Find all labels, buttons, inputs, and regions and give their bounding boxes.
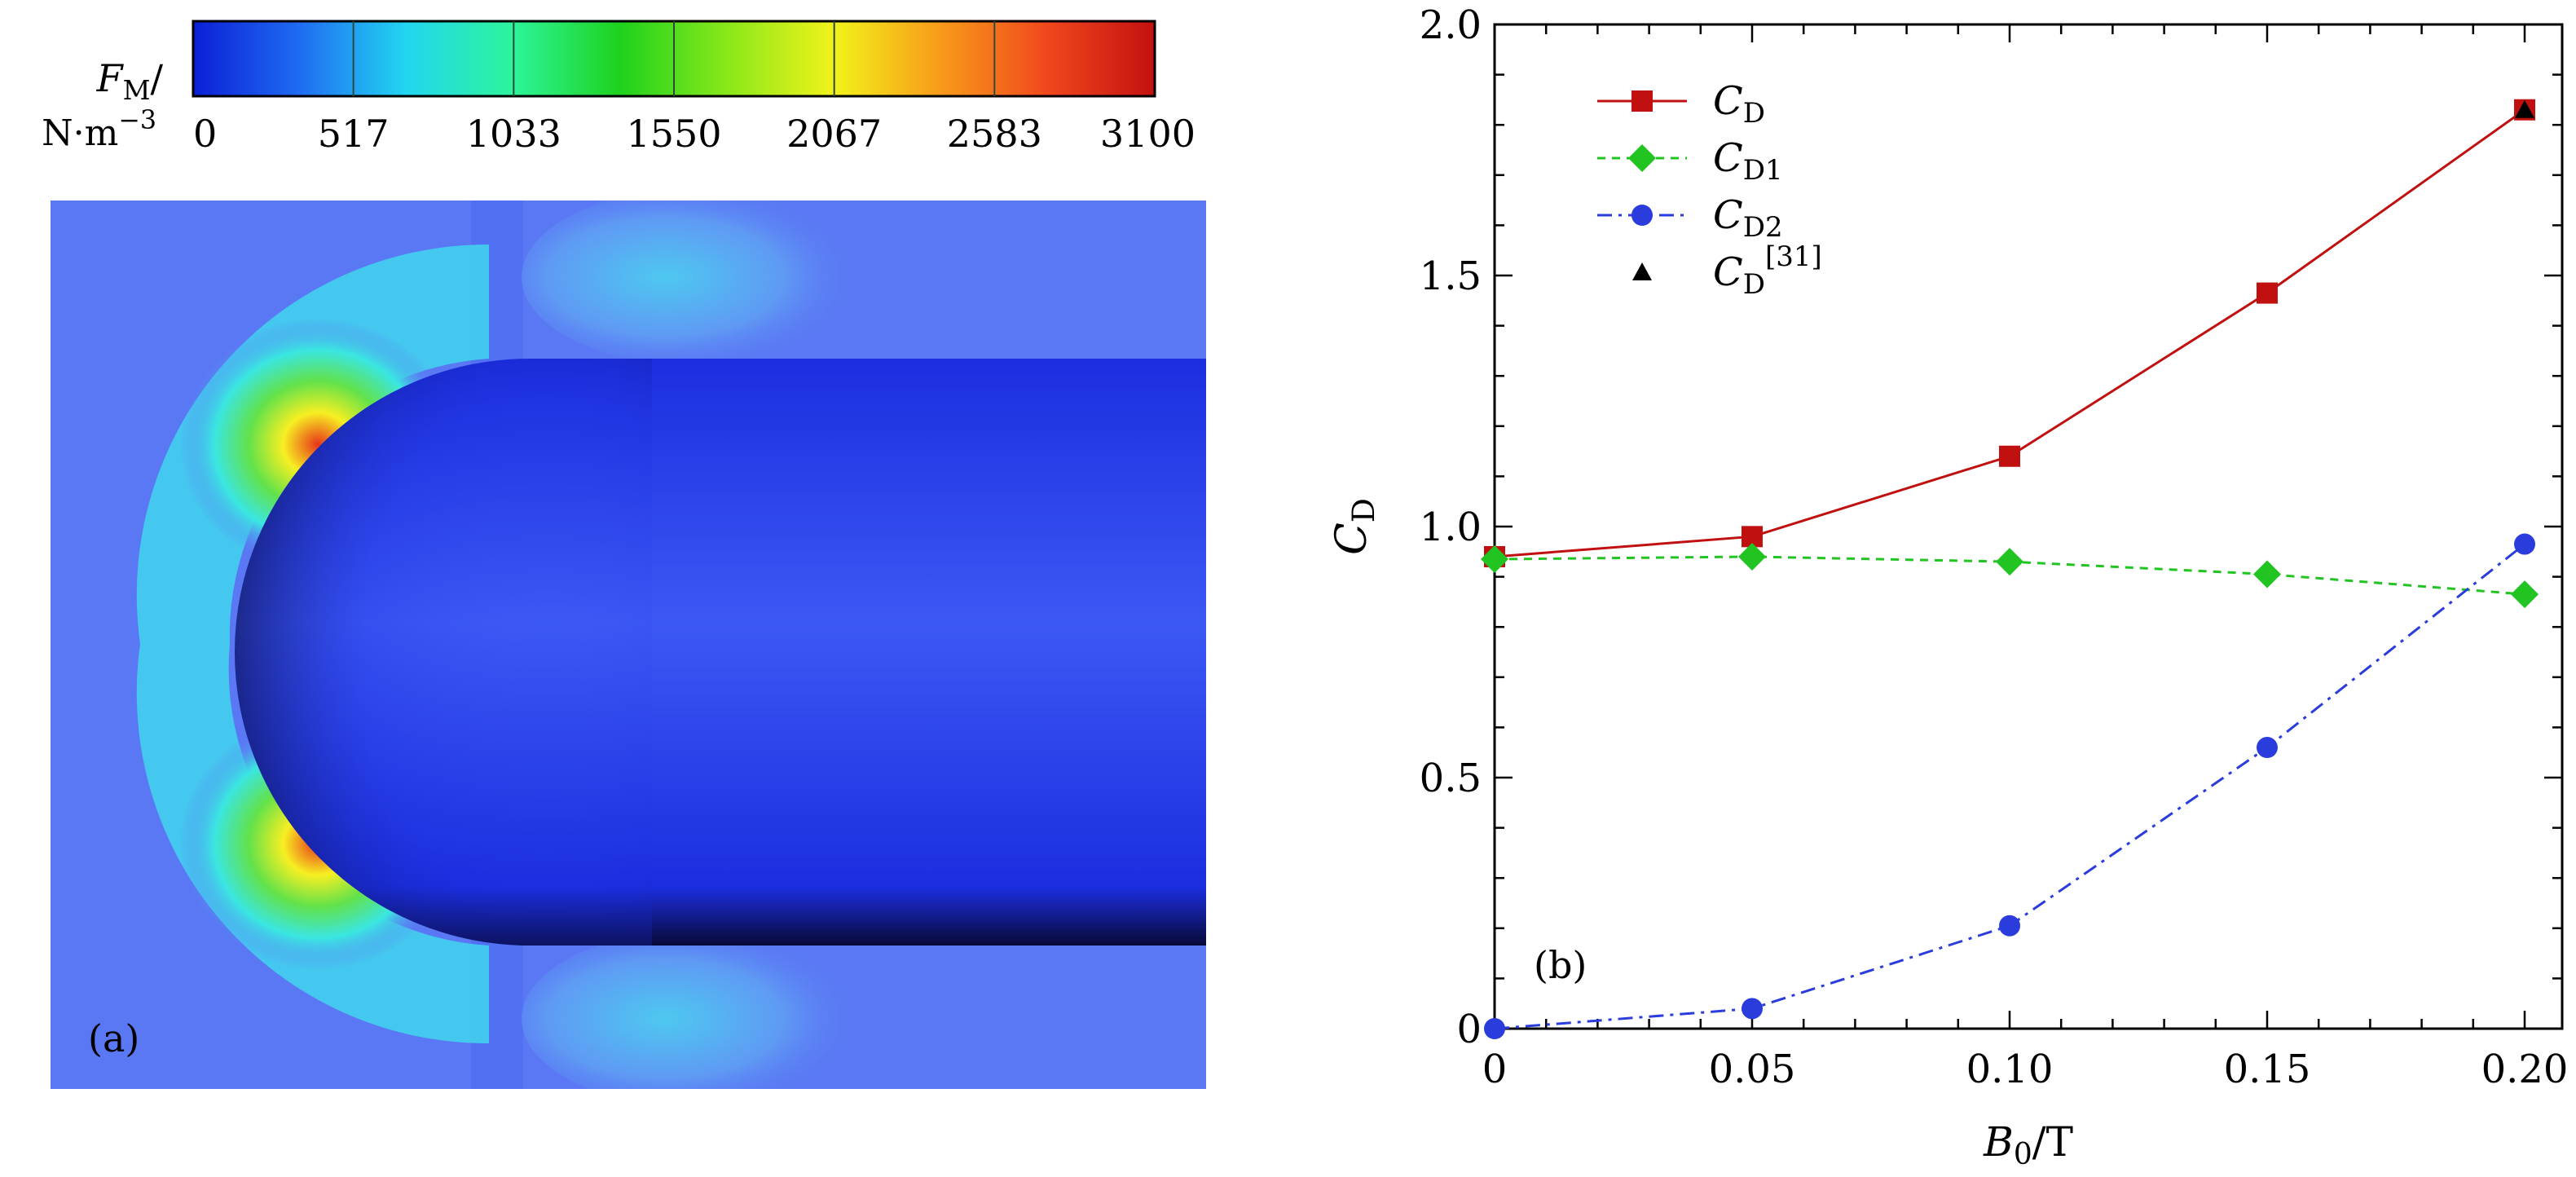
panel-b-label: (b) (1534, 943, 1587, 987)
x-tick-label: 0.15 (2224, 1047, 2311, 1092)
colorbar-tick-label: 2583 (947, 112, 1042, 156)
colorbar: 0 517 1033 1550 2067 2583 3100 FM/ N·m−3 (42, 20, 1196, 156)
x-axis-label: B0/T (1983, 1118, 2073, 1171)
legend-item: CD1 (1597, 135, 1783, 187)
colorbar-tick-label: 517 (318, 112, 390, 156)
data-point-diamond (2511, 580, 2539, 609)
legend-item: CD2 (1597, 192, 1783, 244)
colorbar-unit: N·m−3 (42, 106, 156, 154)
panel-a-label: (a) (88, 1016, 139, 1060)
data-point-circle (2257, 737, 2278, 759)
x-tick-label: 0 (1482, 1047, 1508, 1092)
colorbar-tick-label: 1033 (466, 112, 561, 156)
colorbar-tick-label: 1550 (626, 112, 721, 156)
series-line (1494, 543, 2525, 1030)
data-point-diamond (1628, 144, 1656, 172)
data-point-circle (1631, 205, 1653, 226)
data-point-square (1631, 90, 1653, 112)
data-point-circle (1484, 1018, 1505, 1039)
legend-label: CD2 (1713, 192, 1783, 244)
data-point-circle (1742, 998, 1763, 1020)
legend-label: CD (1713, 78, 1765, 130)
panel-a: 0 517 1033 1550 2067 2583 3100 FM/ N·m−3 (a) (42, 20, 1206, 1089)
plot-frame (1493, 23, 2564, 1030)
panel-b: 00.51.01.52.00 0.05 0.10 0.15 0.20 CDCD1CD2C… (1328, 2, 2568, 1171)
legend-item: CD[31] (1632, 240, 1822, 301)
colorbar-title: FM/ (96, 56, 164, 106)
series-cd2 (1484, 533, 2535, 1039)
x-tick-label: 0.10 (1966, 1047, 2054, 1092)
data-point-diamond (1996, 548, 2023, 576)
data-point-diamond (1481, 545, 1508, 574)
series-cd-31- (2515, 99, 2534, 118)
data-point-triangle (1632, 262, 1652, 280)
legend-item: CD (1597, 78, 1765, 130)
x-tick-label: 0.20 (2481, 1047, 2569, 1092)
data-point-square (2257, 282, 2278, 304)
y-tick-label: 0 (1456, 1007, 1482, 1052)
data-point-circle (1999, 915, 2020, 937)
data-point-triangle (2515, 99, 2534, 118)
y-tick-label: 1.0 (1420, 505, 1482, 550)
colorbar-ticks: 0 517 1033 1550 2067 2583 3100 (193, 21, 1196, 156)
x-tick-label: 0.05 (1709, 1047, 1796, 1092)
y-tick-label: 0.5 (1420, 756, 1482, 801)
body-nose-shade (235, 359, 652, 946)
data-point-square (1999, 445, 2020, 467)
colorbar-tick-label: 0 (193, 112, 217, 156)
wake-lobe-bottom (522, 929, 880, 1089)
series-layer (1481, 99, 2539, 1039)
force-field (51, 201, 1206, 1089)
data-point-diamond (1738, 542, 1766, 571)
series-cd1 (1481, 542, 2539, 609)
y-axis-label: CD (1328, 498, 1381, 555)
colorbar-tick-label: 2067 (786, 112, 882, 156)
y-tick-label: 2.0 (1420, 2, 1482, 48)
data-point-circle (2514, 533, 2535, 555)
tick-labels: 0 0.5 1.0 1.5 2.0 0 0.05 0.10 0.15 0.20 (1420, 2, 2569, 1092)
axis-ticks (1493, 23, 2562, 1030)
wake-lobe-top (522, 201, 880, 367)
data-point-diamond (2253, 560, 2281, 588)
legend-label: CD[31] (1713, 240, 1822, 301)
y-tick-label: 1.5 (1420, 253, 1482, 299)
legend-label: CD1 (1713, 135, 1783, 187)
colorbar-tick-label: 3100 (1100, 112, 1196, 156)
series-line (1494, 108, 2525, 558)
